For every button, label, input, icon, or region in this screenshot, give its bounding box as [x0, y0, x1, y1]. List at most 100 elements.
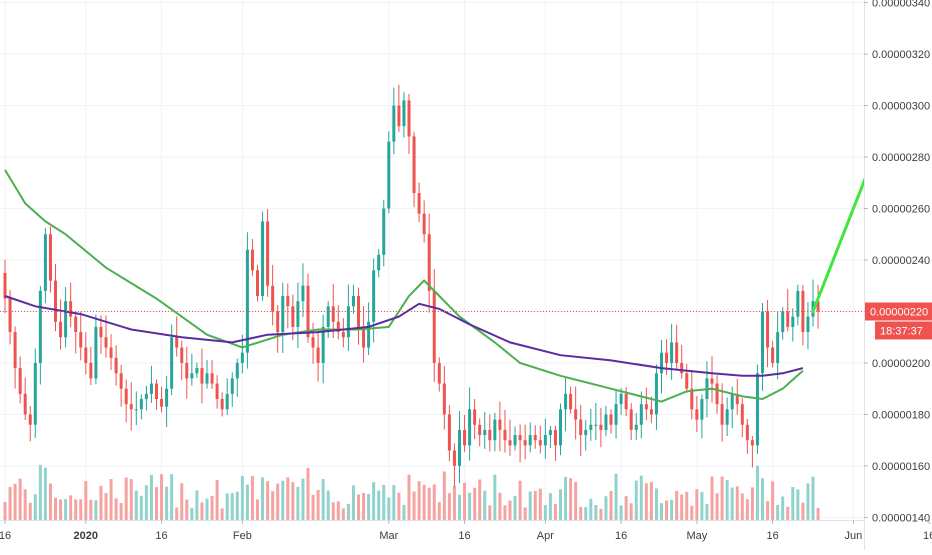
volume-bar	[649, 481, 653, 520]
candle-body	[79, 332, 83, 348]
price-tick-label: 0.00000340	[872, 0, 930, 10]
candle-body	[195, 368, 199, 374]
candle-body	[690, 388, 694, 410]
candle-body	[89, 362, 93, 379]
candle-body	[271, 285, 275, 312]
current-price-badge	[865, 302, 932, 321]
candle-body	[412, 136, 416, 194]
volume-bar	[18, 478, 22, 520]
volume-bar	[104, 493, 108, 520]
candle-body	[725, 409, 729, 425]
candle-body	[796, 290, 800, 317]
volume-bar	[69, 495, 73, 520]
time-tick-label: 16	[615, 530, 627, 542]
candle-body	[281, 296, 285, 333]
volume-bar	[205, 498, 209, 520]
volume-bar	[735, 486, 739, 520]
volume-bar	[705, 503, 709, 520]
volume-bar	[351, 485, 355, 520]
volume-bar	[144, 485, 148, 520]
volume-bar	[387, 497, 391, 520]
volume-bar	[660, 503, 663, 520]
candle-body	[23, 393, 27, 415]
candle-body	[331, 306, 335, 322]
candle-body	[695, 409, 699, 420]
candle-body	[685, 373, 689, 389]
candle-body	[28, 414, 32, 425]
price-tick-label: 0.00000260	[872, 204, 930, 216]
candle-body	[8, 298, 12, 333]
volume-bar	[119, 502, 123, 520]
candle-body	[276, 311, 280, 333]
volume-bar	[38, 464, 42, 520]
volume-bar	[372, 482, 376, 520]
volume-bar	[346, 503, 350, 520]
price-axis[interactable]: 0.00000340 0.00000320 0.00000300 0.00000280…	[864, 0, 932, 550]
volume-bar	[185, 499, 189, 520]
volume-bar	[675, 490, 679, 520]
volume-bar	[806, 483, 810, 520]
candle-body	[417, 193, 421, 214]
volume-bar	[816, 507, 820, 520]
volume-bar	[134, 490, 138, 520]
volume-bar	[569, 478, 573, 520]
candle-body	[3, 272, 7, 299]
time-axis[interactable]: 16 2020 16 Feb Mar 16 Apr 16 May 16 Jun 16	[0, 520, 932, 550]
volume-bar	[43, 467, 47, 520]
time-tick-label: Mar	[379, 530, 398, 542]
volume-bar	[124, 477, 128, 520]
candle-body	[175, 337, 179, 348]
candle-body	[478, 424, 482, 436]
candle-body	[185, 362, 189, 379]
volume-bar	[114, 498, 118, 520]
volume-bar	[548, 493, 552, 520]
candle-body	[553, 429, 557, 446]
volume-bar	[13, 483, 17, 520]
volume-bar	[432, 484, 436, 520]
candle-body	[750, 440, 754, 446]
volume-bar	[624, 496, 628, 520]
candle-body	[240, 352, 244, 363]
candle-body	[735, 393, 739, 405]
volume-bar	[700, 491, 704, 520]
candle-body	[134, 409, 138, 411]
candle-body	[149, 383, 153, 394]
price-tick-label: 0.00000140	[872, 512, 930, 524]
volume-bar	[518, 480, 522, 520]
volume-bar	[599, 508, 603, 520]
candle-body	[458, 429, 461, 466]
candle-body	[528, 435, 532, 446]
volume-bar	[493, 474, 497, 520]
volume-bar	[3, 501, 7, 520]
time-tick-label: 16	[0, 530, 11, 542]
volume-bar	[498, 492, 502, 520]
price-tick-label: 0.00000300	[872, 101, 930, 113]
candle-body	[755, 373, 759, 446]
volume-bar	[89, 499, 93, 520]
candle-body	[326, 306, 330, 327]
volume-bar	[473, 487, 477, 520]
candle-body	[256, 270, 259, 297]
volume-bar	[452, 485, 456, 520]
candle-body	[245, 249, 249, 353]
ma-slow-line	[4, 295, 804, 377]
volume-bar	[720, 476, 724, 520]
volume-bar	[619, 505, 623, 520]
price-tick-label: 0.00000180	[872, 409, 930, 421]
time-tick-label: 16	[458, 530, 470, 542]
candle-body	[170, 337, 174, 389]
candle-body	[261, 221, 265, 297]
volume-bar	[195, 490, 199, 520]
candle-body	[584, 429, 588, 436]
candle-body	[761, 311, 764, 374]
countdown-label: 18:37:37	[880, 325, 923, 337]
price-tick-label: 0.00000240	[872, 255, 930, 267]
candle-body	[387, 141, 391, 209]
volume-bar	[99, 485, 103, 520]
candle-body	[447, 414, 451, 451]
candle-body	[84, 347, 88, 363]
time-tick-label: 2020	[74, 530, 98, 542]
candle-body	[442, 383, 446, 415]
